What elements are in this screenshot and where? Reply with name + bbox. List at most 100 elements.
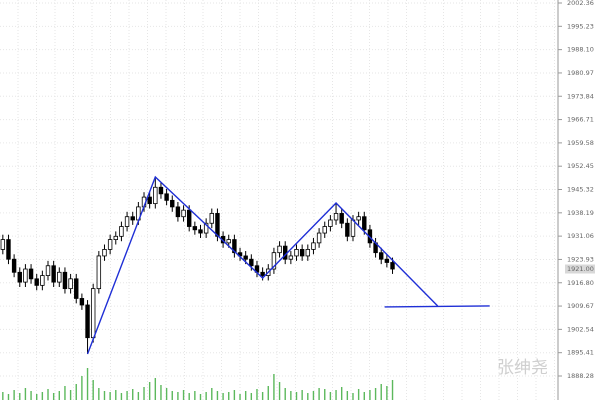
volume-bar [250, 393, 253, 400]
volume-bar [324, 389, 326, 400]
y-tick-label: 1980.97 [567, 69, 594, 77]
y-tick-label: 1902.54 [567, 325, 594, 333]
volume-bar [261, 392, 264, 400]
y-tick-label: 1945.32 [567, 186, 594, 194]
candle-body [96, 255, 102, 290]
candle-body [379, 252, 384, 260]
volume-bar [36, 394, 38, 400]
volume-bar [92, 380, 94, 400]
candle-body [271, 252, 277, 270]
volume-bar [2, 392, 4, 400]
candle-body [164, 193, 169, 201]
candle-body [215, 213, 220, 237]
candle-body [209, 213, 214, 224]
volume-bar [374, 388, 377, 400]
candle-body [175, 206, 181, 218]
volume-bar [256, 389, 258, 400]
volume-bar [357, 389, 360, 400]
candle-body [124, 216, 130, 227]
candle-body [0, 239, 6, 250]
volume-bar [199, 394, 202, 400]
volume-bar [312, 391, 315, 400]
volume-bar [109, 392, 111, 400]
volume-bar [86, 368, 89, 400]
volume-bar [228, 392, 230, 400]
volume-bar [301, 390, 303, 400]
candle-body [316, 232, 322, 244]
volume-bar [380, 384, 382, 400]
candle-body [288, 255, 294, 260]
volume-bar [188, 393, 190, 400]
volume-bar [171, 391, 173, 400]
volume-bar [346, 391, 349, 400]
volume-bar [115, 390, 117, 400]
candle-body [299, 249, 305, 257]
y-tick-label: 2002.36 [567, 0, 594, 7]
candle-body [345, 222, 350, 237]
candle-body [390, 262, 395, 270]
candle-body [328, 219, 333, 227]
volume-bar [75, 384, 77, 400]
candle-body [57, 271, 62, 283]
volume-bar [239, 394, 241, 400]
candle-body [153, 186, 158, 205]
trend-line [384, 305, 490, 308]
candle-body [90, 288, 96, 339]
volume-bar [318, 388, 320, 400]
candle-body [85, 304, 90, 339]
last-price-tag [565, 264, 595, 274]
candle-body [107, 239, 113, 250]
y-tick-label: 1988.10 [567, 46, 594, 54]
candle-body [62, 271, 68, 290]
candle-body [181, 209, 186, 218]
grid [0, 0, 558, 400]
candle-body [28, 268, 34, 280]
candle-body [170, 199, 175, 208]
volume-bar [273, 374, 275, 400]
volume-bar [58, 391, 61, 400]
volume-bar [329, 392, 332, 400]
volume-bar [98, 388, 100, 400]
candle-body [350, 219, 356, 237]
volume-bar [64, 386, 66, 400]
candle-body [249, 258, 254, 267]
y-tick-label: 1952.45 [567, 162, 594, 170]
candle-body [384, 258, 390, 263]
candle-body [311, 242, 316, 250]
candle-body [356, 216, 361, 221]
y-tick-label: 1888.28 [567, 372, 594, 380]
volume-bar [103, 391, 106, 400]
volume-bar [369, 390, 371, 400]
volume-bar [267, 386, 269, 400]
volume-bar [205, 392, 207, 400]
volume-bar [386, 386, 388, 400]
y-tick-label: 1938.19 [567, 209, 594, 217]
volume-bar [222, 393, 224, 400]
y-tick-label: 1931.06 [567, 232, 594, 240]
candle-body [40, 275, 45, 286]
y-tick-label: 1916.80 [567, 279, 594, 287]
y-tick-label: 1923.93 [567, 255, 594, 263]
y-tick-label: 1966.71 [567, 116, 594, 124]
candle-body [102, 249, 107, 257]
volume-bar [7, 394, 10, 400]
volume-bar [41, 392, 44, 400]
volume-bar [47, 389, 49, 400]
candle-body [17, 271, 22, 283]
volume-bar [81, 376, 83, 400]
candle-body [243, 255, 248, 260]
y-tick-label: 1973.84 [567, 92, 594, 100]
volume-bar [132, 389, 134, 400]
volume-bar [194, 391, 196, 400]
candle-body [186, 209, 192, 227]
trend-line [86, 175, 439, 355]
volume-bar [278, 382, 281, 400]
watermark: 张绅尧 [497, 358, 548, 378]
volume-bar [352, 393, 354, 400]
volume-bar [211, 388, 213, 400]
volume-bar [307, 393, 309, 400]
candle-body [198, 229, 203, 234]
volume-bar [154, 378, 157, 400]
candle-body [294, 249, 299, 257]
